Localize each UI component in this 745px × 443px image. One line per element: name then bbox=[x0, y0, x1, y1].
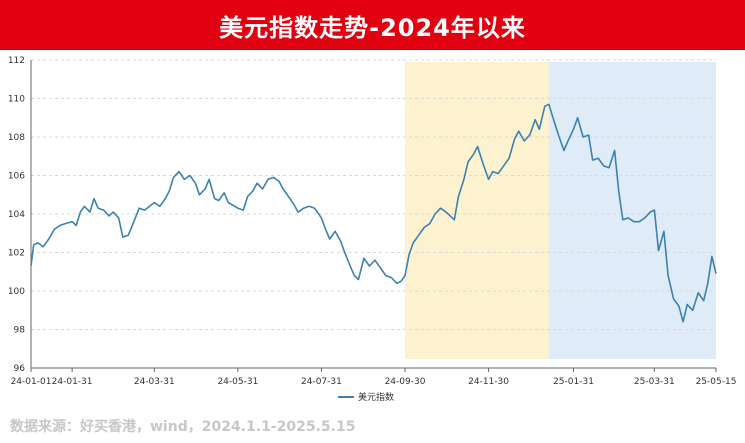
data-source-note: 数据来源：好买香港，wind，2024.1.1-2025.5.15 bbox=[10, 419, 356, 435]
x-tick-label: 24-03-31 bbox=[134, 377, 175, 387]
legend-label: 美元指数 bbox=[358, 391, 394, 403]
line-chart: 96 98 100 102 104 106 108 110 112 24-01-01 24-01-… bbox=[8, 56, 737, 403]
chart-title: 美元指数走势-2024年以来 bbox=[219, 13, 526, 42]
x-tick-label: 24-07-31 bbox=[301, 377, 342, 387]
y-tick-label: 112 bbox=[8, 56, 25, 66]
y-tick-label: 100 bbox=[8, 287, 25, 297]
x-tick-label: 24-01-31 bbox=[52, 377, 93, 387]
chart-title-bar: 美元指数走势-2024年以来 bbox=[0, 0, 745, 50]
y-tick-label: 110 bbox=[8, 95, 25, 105]
x-tick-label: 25-03-31 bbox=[634, 377, 675, 387]
series-line-1 bbox=[30, 103, 717, 323]
x-tick-label: 24-09-30 bbox=[385, 377, 426, 387]
x-tick-label: 25-05-15 bbox=[696, 377, 737, 387]
x-tick-label: 25-01-31 bbox=[553, 377, 594, 387]
y-tick-label: 98 bbox=[14, 326, 26, 336]
y-tick-label: 102 bbox=[8, 249, 25, 259]
y-tick-label: 106 bbox=[8, 172, 25, 182]
x-tick-label: 24-01-01 bbox=[11, 377, 52, 387]
x-tick-label: 24-11-30 bbox=[468, 377, 509, 387]
y-tick-label: 104 bbox=[8, 210, 25, 220]
highlight-band-1 bbox=[405, 62, 549, 359]
y-tick-label: 96 bbox=[14, 364, 26, 374]
highlight-band-2 bbox=[548, 62, 716, 359]
x-tick-label: 24-05-31 bbox=[217, 377, 258, 387]
y-tick-label: 108 bbox=[8, 133, 25, 143]
